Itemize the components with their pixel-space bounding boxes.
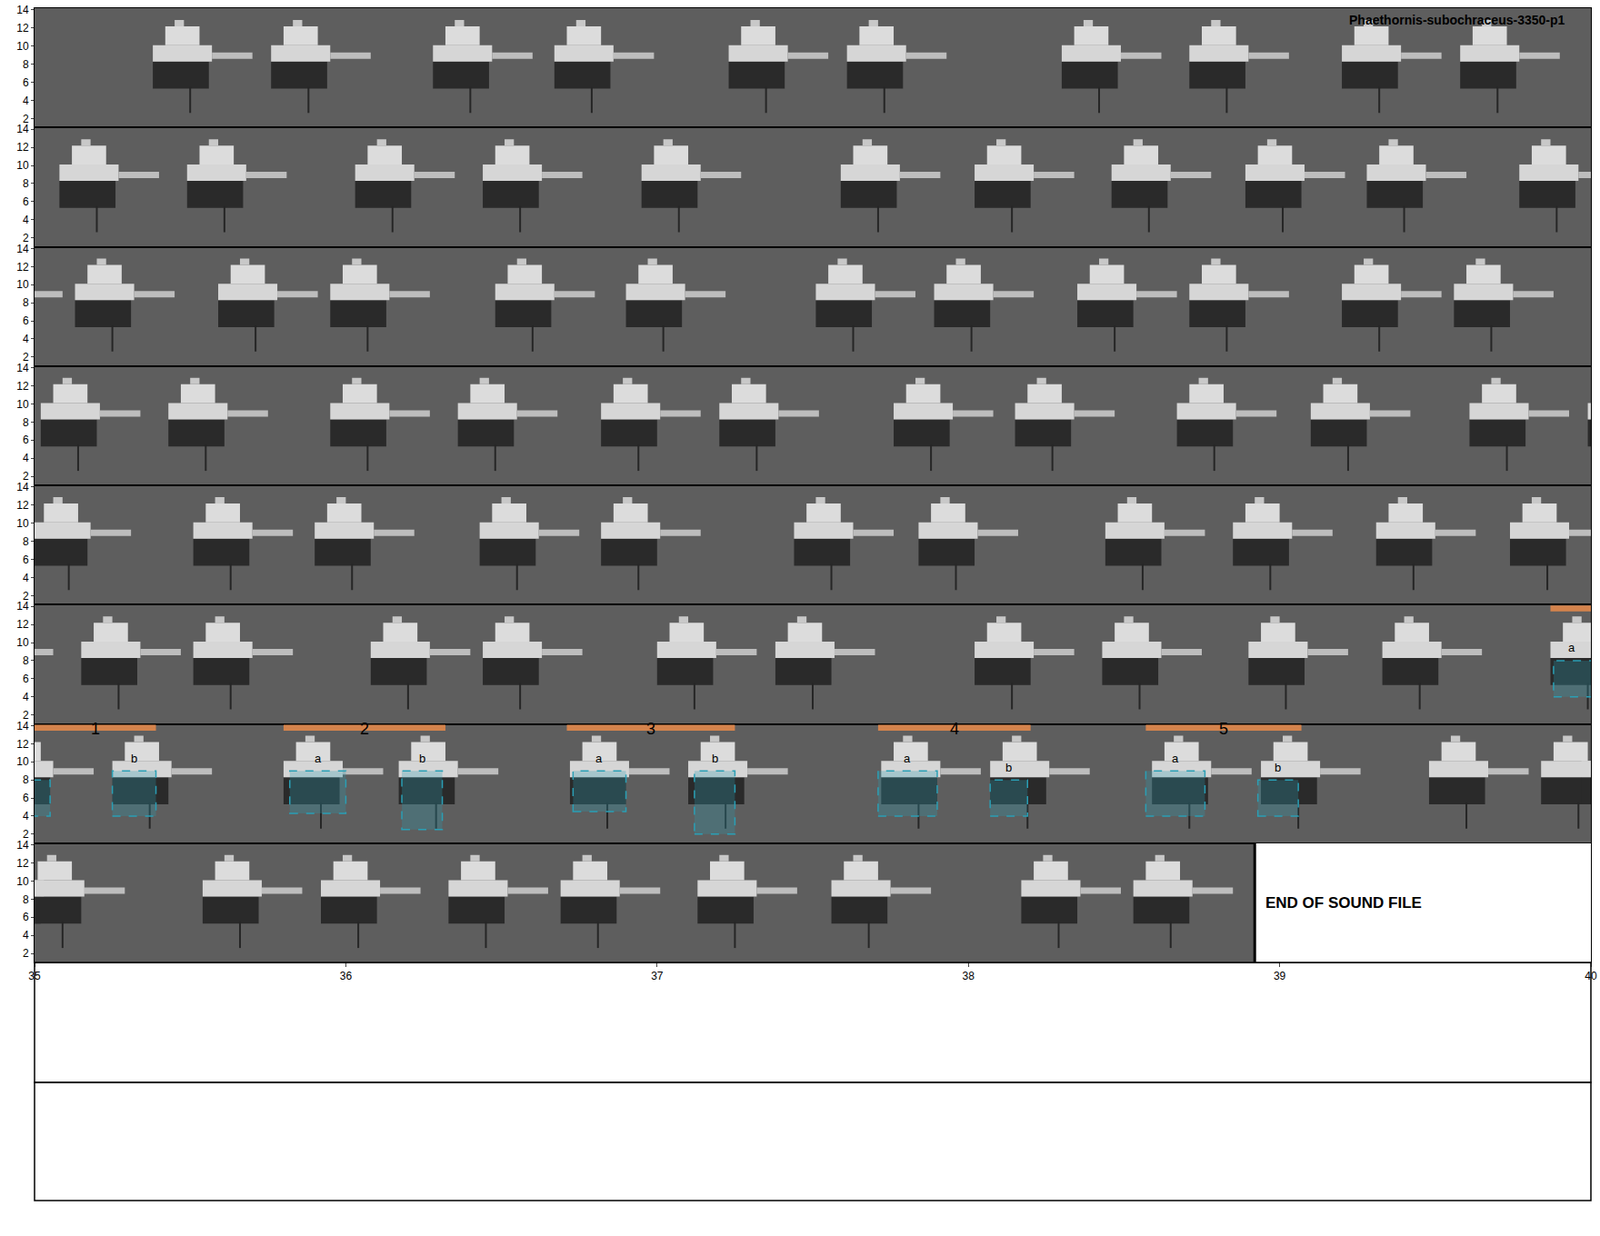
svg-text:8: 8 <box>22 773 30 787</box>
svg-text:6: 6 <box>22 76 30 90</box>
svg-text:6: 6 <box>22 433 30 447</box>
svg-text:2: 2 <box>22 828 30 841</box>
svg-text:2: 2 <box>22 709 30 722</box>
svg-text:4: 4 <box>950 720 960 739</box>
svg-text:8: 8 <box>22 296 30 310</box>
svg-text:35: 35 <box>28 970 41 983</box>
svg-text:6: 6 <box>22 314 30 328</box>
svg-text:2: 2 <box>22 231 30 245</box>
svg-text:4: 4 <box>22 451 30 465</box>
svg-text:6: 6 <box>22 553 30 567</box>
svg-text:2: 2 <box>360 720 370 739</box>
svg-text:38: 38 <box>962 970 976 983</box>
svg-text:2: 2 <box>22 112 30 126</box>
svg-text:12: 12 <box>16 857 30 870</box>
svg-text:10: 10 <box>16 755 30 769</box>
svg-text:2: 2 <box>22 350 30 364</box>
svg-text:14: 14 <box>16 242 30 256</box>
svg-text:40: 40 <box>1584 970 1598 983</box>
svg-text:Phaethornis-subochraceus-3350-: Phaethornis-subochraceus-3350-p1 <box>1349 12 1566 28</box>
svg-text:10: 10 <box>16 40 30 53</box>
svg-text:12: 12 <box>16 499 30 512</box>
svg-text:10: 10 <box>16 398 30 411</box>
svg-text:a: a <box>314 751 322 766</box>
svg-text:14: 14 <box>16 122 30 136</box>
svg-text:b: b <box>419 751 426 766</box>
svg-text:10: 10 <box>16 278 30 291</box>
svg-text:4: 4 <box>22 213 30 227</box>
svg-text:b: b <box>1274 760 1281 775</box>
svg-text:a: a <box>1568 640 1576 655</box>
svg-text:12: 12 <box>16 21 30 35</box>
svg-text:14: 14 <box>16 480 30 494</box>
svg-text:4: 4 <box>22 571 30 585</box>
svg-text:4: 4 <box>22 332 30 346</box>
svg-text:39: 39 <box>1273 970 1287 983</box>
svg-text:14: 14 <box>16 600 30 613</box>
svg-text:12: 12 <box>16 140 30 154</box>
svg-text:a: a <box>903 751 911 766</box>
svg-text:2: 2 <box>22 590 30 603</box>
svg-text:4: 4 <box>22 810 30 823</box>
svg-text:10: 10 <box>16 875 30 889</box>
svg-text:10: 10 <box>16 517 30 530</box>
svg-text:a: a <box>1171 751 1180 766</box>
svg-text:END OF SOUND FILE: END OF SOUND FILE <box>1265 894 1422 912</box>
svg-text:b: b <box>1005 760 1012 775</box>
svg-text:10: 10 <box>16 636 30 650</box>
svg-text:10: 10 <box>16 159 30 172</box>
svg-text:6: 6 <box>22 195 30 209</box>
svg-text:6: 6 <box>22 910 30 924</box>
svg-text:8: 8 <box>22 893 30 907</box>
svg-text:8: 8 <box>22 177 30 190</box>
svg-text:12: 12 <box>16 260 30 274</box>
svg-text:8: 8 <box>22 654 30 668</box>
svg-text:6: 6 <box>22 791 30 805</box>
svg-text:4: 4 <box>22 690 30 704</box>
svg-text:5: 5 <box>1219 720 1229 739</box>
svg-text:8: 8 <box>22 58 30 71</box>
svg-text:36: 36 <box>340 970 353 983</box>
svg-text:4: 4 <box>22 94 30 108</box>
svg-text:4: 4 <box>22 929 30 942</box>
svg-text:12: 12 <box>16 738 30 751</box>
svg-text:b: b <box>130 751 138 766</box>
svg-text:2: 2 <box>22 947 30 960</box>
svg-text:1: 1 <box>90 720 100 739</box>
svg-text:12: 12 <box>16 618 30 631</box>
svg-text:8: 8 <box>22 535 30 549</box>
svg-text:14: 14 <box>16 839 30 852</box>
svg-text:6: 6 <box>22 672 30 686</box>
svg-text:a: a <box>595 751 603 766</box>
svg-text:37: 37 <box>650 970 664 983</box>
svg-text:8: 8 <box>22 416 30 430</box>
svg-text:2: 2 <box>22 470 30 483</box>
svg-text:b: b <box>711 751 719 766</box>
svg-text:14: 14 <box>16 720 30 733</box>
svg-text:14: 14 <box>16 3 30 17</box>
svg-text:3: 3 <box>646 720 656 739</box>
svg-text:14: 14 <box>16 361 30 375</box>
svg-text:12: 12 <box>16 380 30 393</box>
